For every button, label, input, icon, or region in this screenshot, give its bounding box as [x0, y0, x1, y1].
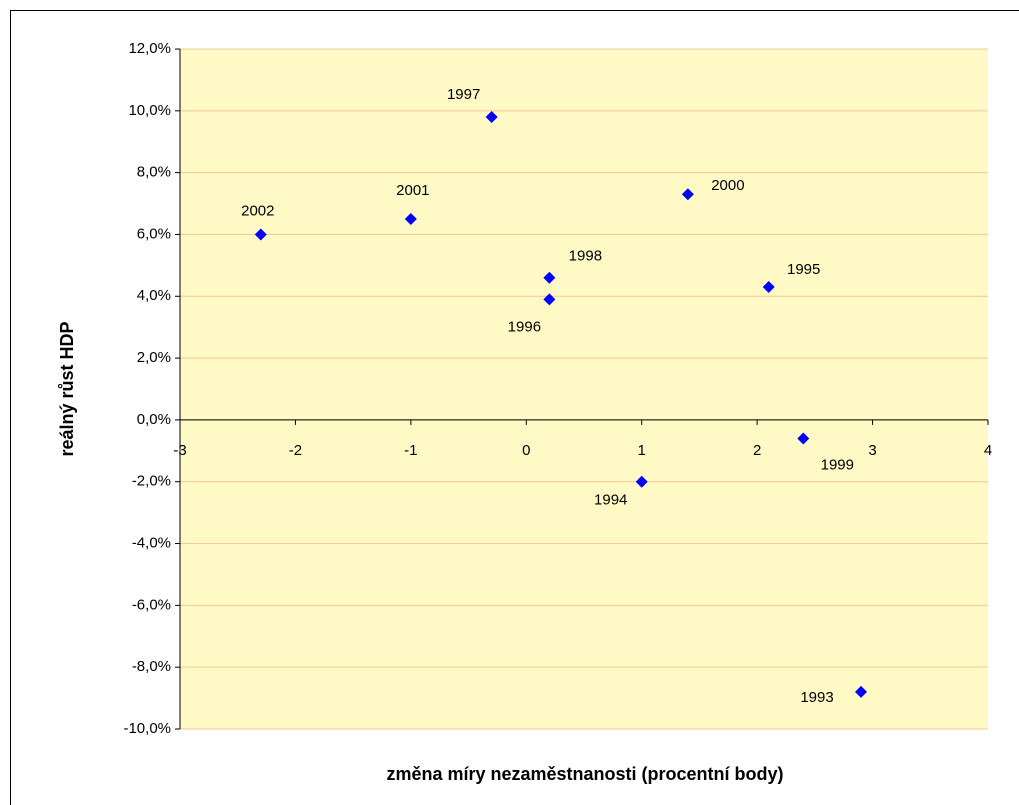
marker	[543, 293, 556, 306]
marker	[762, 281, 775, 293]
y-tick-label: 6,0%	[137, 225, 171, 242]
plot-area	[180, 49, 988, 729]
point-label: 1993	[800, 689, 833, 706]
point-label: 1995	[787, 261, 820, 278]
x-tick-label: -2	[289, 442, 302, 459]
y-tick-label: -8,0%	[132, 658, 171, 675]
point-label: 2001	[396, 182, 429, 199]
y-tick-label: -6,0%	[132, 596, 171, 613]
y-tick-label: 10,0%	[128, 102, 171, 119]
marker	[543, 271, 556, 284]
y-tick-label: 2,0%	[137, 349, 171, 366]
point-label: 2000	[711, 177, 744, 194]
marker	[485, 111, 498, 123]
point-label: 2002	[241, 202, 274, 219]
y-tick-label: 4,0%	[137, 287, 171, 304]
x-tick-label: 1	[638, 442, 646, 459]
marker	[254, 228, 267, 241]
point-label: 1994	[594, 492, 627, 509]
point-label: 1999	[821, 456, 854, 473]
x-tick-label: -1	[404, 442, 417, 459]
marker	[681, 188, 694, 201]
y-tick-label: 0,0%	[137, 411, 171, 428]
marker	[797, 432, 810, 445]
point-label: 1996	[508, 318, 541, 335]
y-tick-label: -10,0%	[123, 720, 171, 737]
y-tick-label: -2,0%	[132, 473, 171, 490]
y-axis-title: reálný růst HDP	[57, 321, 77, 456]
y-tick-label: 12,0%	[128, 40, 171, 57]
y-tick-label: 8,0%	[137, 164, 171, 181]
marker	[855, 685, 868, 698]
y-tick-label: -4,0%	[132, 535, 171, 552]
x-tick-label: 2	[753, 442, 761, 459]
marker	[635, 475, 648, 488]
marker	[404, 213, 417, 225]
x-tick-label: 3	[868, 442, 876, 459]
point-label: 1998	[569, 248, 602, 265]
x-axis-title: změna míry nezaměstnanosti (procentní bo…	[386, 764, 783, 784]
x-tick-label: -3	[173, 442, 186, 459]
point-label: 1997	[447, 86, 480, 103]
x-tick-label: 0	[522, 442, 530, 459]
x-tick-label: 4	[984, 442, 992, 459]
